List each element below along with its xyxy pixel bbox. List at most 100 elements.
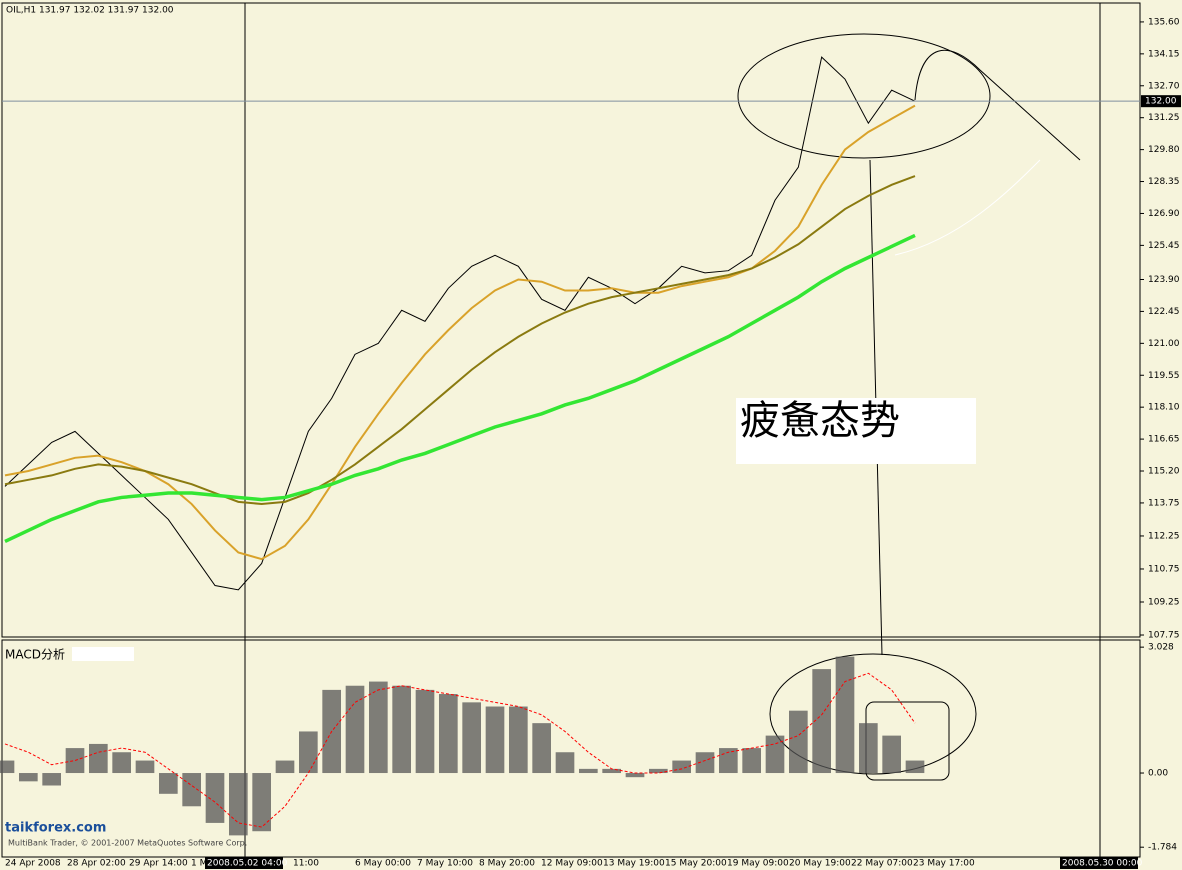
y-tick-label: 122.45 (1148, 307, 1180, 317)
label-box (72, 647, 134, 661)
y-tick-label: 123.90 (1148, 275, 1180, 285)
footer: MultiBank Trader, © 2001-2007 MetaQuotes… (8, 839, 247, 848)
y-tick-label: 125.45 (1148, 241, 1180, 251)
cursor-label: 2008.05.30 00:00 (1062, 859, 1143, 869)
x-tick-label: 20 May 19:00 (789, 859, 851, 869)
y-tick-label: 119.55 (1148, 371, 1180, 381)
circle-annotation (769, 653, 977, 775)
macd-bar (65, 748, 85, 774)
y-tick-label: 132.70 (1148, 81, 1180, 91)
cursor-box (205, 857, 283, 869)
x-tick-label: 6 May 00:00 (355, 859, 411, 869)
macd-bar (555, 752, 575, 774)
macd-bar (602, 768, 621, 774)
annotation-box (736, 398, 976, 464)
y-tick-label: 112.25 (1148, 531, 1180, 541)
circle-annotation (737, 33, 991, 159)
y-tick-label: 128.35 (1148, 177, 1180, 187)
x-tick-label: 8 May 20:00 (479, 859, 535, 869)
macd-bar (905, 760, 925, 774)
macd-bar (205, 773, 225, 823)
macd-bar (252, 773, 271, 832)
macd-bar (369, 681, 388, 774)
y-tick-label: 110.75 (1148, 564, 1180, 574)
x-tick-label: 15 May 20:00 (665, 859, 727, 869)
macd-bar (19, 773, 38, 782)
price-panel (1, 2, 1141, 638)
macd-bar (695, 752, 715, 774)
y-tick-label: 129.80 (1148, 145, 1180, 155)
y-tick-label: 131.25 (1148, 113, 1180, 123)
x-tick-label: 13 May 19:00 (603, 859, 665, 869)
macd-bar (742, 748, 761, 774)
y-tick-label: 118.10 (1148, 403, 1180, 413)
y-tick-label: 116.65 (1148, 435, 1180, 445)
x-tick-label: 22 May 07:00 (851, 859, 913, 869)
macd-bar (579, 768, 598, 774)
macd-bar (812, 669, 831, 774)
x-tick-label: 19 May 09:00 (727, 859, 789, 869)
macd-bar (89, 743, 108, 774)
x-tick-label: 11:00 (293, 859, 319, 869)
x-tick-label: 24 Apr 2008 (5, 859, 61, 869)
macd-bar (882, 735, 901, 774)
annotation: 疲惫态势 (740, 398, 900, 444)
macd-bar (299, 731, 318, 774)
watermark: taikforex.com (5, 821, 106, 836)
macd-bar (182, 773, 201, 807)
y-tick-label: 113.75 (1148, 498, 1180, 508)
y-tick-label: 0.00 (1148, 769, 1168, 779)
macd-bar (415, 689, 435, 774)
macd-bar (112, 752, 131, 774)
forecast-line (914, 49, 1081, 161)
macd-bar (275, 760, 295, 774)
current-price-label: 132.00 (1145, 97, 1177, 107)
macd-bar (859, 723, 878, 774)
macd-bar (439, 694, 458, 774)
series-line (4, 233, 916, 544)
y-tick-label: 121.00 (1148, 339, 1180, 349)
y-tick-label: 115.20 (1148, 467, 1180, 477)
series-line (4, 104, 916, 561)
macd-bar (135, 760, 155, 774)
x-tick-label: 7 May 10:00 (417, 859, 473, 869)
macd-title: MACD分析 (5, 648, 65, 662)
current-price-box (1141, 95, 1181, 108)
x-tick-label: 12 May 09:00 (541, 859, 603, 869)
macd-bar (229, 773, 248, 836)
x-tick-label: 1 M (191, 859, 207, 869)
macd-bar (509, 706, 528, 774)
y-tick-label: 134.15 (1148, 49, 1180, 59)
forecast-line (894, 159, 1041, 256)
macd-bar (835, 656, 855, 774)
macd-bar (462, 702, 481, 774)
macd-bar (532, 723, 551, 774)
macd-bar (485, 706, 505, 774)
cursor-label: 2008.05.02 04:00 (207, 859, 288, 869)
macd-bar (625, 773, 645, 778)
y-tick-label: 107.75 (1148, 631, 1180, 641)
x-tick-label: 23 May 17:00 (913, 859, 975, 869)
series-line (4, 175, 916, 506)
macd-panel (1, 639, 1141, 858)
y-tick-label: -1.784 (1148, 843, 1177, 853)
y-tick-label: 3.028 (1148, 643, 1174, 653)
macd-bar (649, 768, 668, 774)
macd-bar (789, 710, 808, 774)
signal-line (4, 672, 916, 828)
macd-bar (0, 760, 15, 774)
macd-bar (672, 760, 691, 774)
x-tick-label: 28 Apr 02:00 (67, 859, 126, 869)
y-tick-label: 126.90 (1148, 209, 1180, 219)
macd-bar (159, 773, 178, 794)
series-line (4, 56, 916, 591)
macd-bar (392, 685, 411, 774)
cursor-box (1060, 857, 1138, 869)
y-tick-label: 109.25 (1148, 597, 1180, 607)
chart-title: OIL,H1 131.97 132.02 131.97 132.00 (6, 6, 174, 16)
macd-bar (765, 735, 785, 774)
x-tick-label: 29 Apr 14:00 (129, 859, 188, 869)
y-tick-label: 135.60 (1148, 17, 1180, 27)
macd-bar (42, 773, 61, 786)
